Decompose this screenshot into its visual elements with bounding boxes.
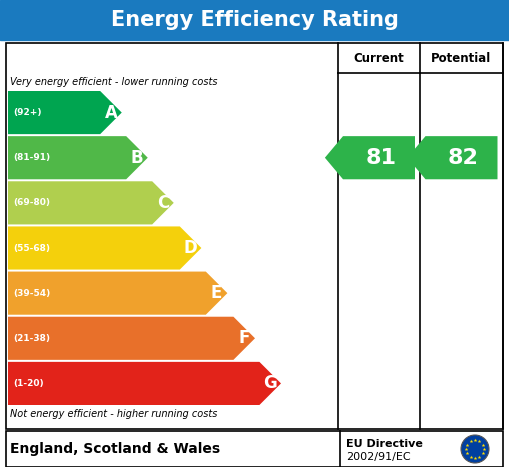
Polygon shape	[8, 317, 255, 360]
Text: (92+): (92+)	[13, 108, 42, 117]
Text: 82: 82	[448, 148, 479, 168]
Bar	[0, 0, 509, 40]
Bar	[6, 43, 503, 429]
Text: F: F	[239, 329, 250, 347]
Text: Current: Current	[354, 51, 404, 64]
Polygon shape	[325, 136, 415, 179]
Text: E: E	[211, 284, 222, 302]
Text: (1-20): (1-20)	[13, 379, 44, 388]
Text: (69-80): (69-80)	[13, 198, 50, 207]
Text: Not energy efficient - higher running costs: Not energy efficient - higher running co…	[10, 409, 217, 419]
Polygon shape	[8, 91, 122, 134]
Polygon shape	[8, 272, 228, 315]
Polygon shape	[8, 226, 202, 269]
Text: (39-54): (39-54)	[13, 289, 50, 297]
Polygon shape	[8, 181, 174, 225]
Text: (55-68): (55-68)	[13, 243, 50, 253]
Polygon shape	[8, 136, 148, 179]
Text: Potential: Potential	[431, 51, 492, 64]
Text: B: B	[131, 149, 143, 167]
Circle shape	[461, 435, 489, 463]
Text: G: G	[263, 375, 277, 392]
Text: D: D	[184, 239, 197, 257]
Text: A: A	[104, 104, 118, 121]
Polygon shape	[8, 362, 281, 405]
Text: 81: 81	[365, 148, 397, 168]
Text: Very energy efficient - lower running costs: Very energy efficient - lower running co…	[10, 77, 217, 87]
Polygon shape	[407, 136, 497, 179]
Text: Energy Efficiency Rating: Energy Efficiency Rating	[110, 10, 399, 30]
Text: EU Directive: EU Directive	[346, 439, 423, 449]
Text: C: C	[157, 194, 169, 212]
Text: 2002/91/EC: 2002/91/EC	[346, 452, 411, 462]
Text: England, Scotland & Wales: England, Scotland & Wales	[10, 442, 220, 456]
Bar	[6, 431, 503, 467]
Text: (21-38): (21-38)	[13, 334, 50, 343]
Text: (81-91): (81-91)	[13, 153, 50, 162]
